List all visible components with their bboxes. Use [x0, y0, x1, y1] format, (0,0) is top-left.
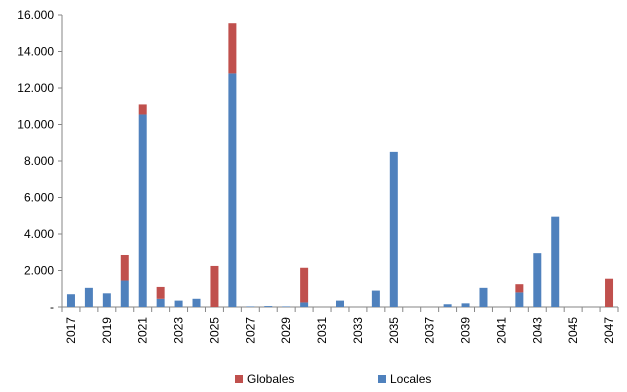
bar-globales-2047 — [605, 278, 614, 307]
bar-globales-2025 — [210, 265, 219, 307]
y-tick-label: 14.000 — [17, 45, 54, 59]
axes — [58, 14, 619, 312]
bar-locales-2032 — [336, 300, 344, 307]
legend-item-locales: Locales — [378, 372, 431, 386]
x-tick-label: 2039 — [459, 317, 473, 344]
bar-globales-2020 — [120, 254, 129, 281]
x-tick-label: 2025 — [207, 317, 221, 344]
bar-globales-2022 — [156, 286, 165, 299]
x-tick-label: 2033 — [351, 317, 365, 344]
x-tick-label: 2031 — [315, 317, 329, 344]
bar-locales-2042 — [515, 292, 524, 307]
bar-locales-2035 — [389, 151, 398, 307]
bar-locales-2044 — [551, 216, 560, 307]
bar-locales-2038 — [443, 304, 452, 307]
y-tick-label: 4.000 — [24, 227, 54, 241]
bar-globales-2042 — [515, 284, 524, 293]
x-tick-label: 2017 — [64, 317, 78, 344]
bar-globales-2026 — [228, 23, 237, 74]
x-tick-label: 2045 — [566, 317, 580, 344]
legend: Globales Locales — [0, 370, 627, 388]
x-tick-label: 2023 — [172, 317, 186, 344]
bar-locales-2024 — [192, 298, 201, 307]
y-tick-label: 10.000 — [17, 118, 54, 132]
x-tick-label: 2041 — [494, 317, 508, 344]
x-tick-label: 2037 — [423, 317, 437, 344]
bar-locales-2023 — [174, 300, 183, 307]
legend-swatch-locales — [378, 375, 386, 383]
x-tick-label: 2019 — [100, 317, 114, 344]
bar-locales-2019 — [102, 293, 111, 307]
bar-globales-2021 — [138, 104, 147, 115]
legend-label-locales: Locales — [390, 372, 432, 386]
bar-locales-2020 — [120, 280, 129, 307]
bar-locales-2027 — [246, 306, 255, 307]
bar-locales-2029 — [282, 306, 291, 307]
x-tick-label: 2035 — [387, 317, 401, 344]
y-tick-label: 2.000 — [24, 264, 54, 278]
bar-locales-2040 — [479, 287, 488, 307]
bar-locales-2021 — [138, 114, 147, 308]
bar-locales-2043 — [533, 253, 542, 307]
x-tick-label: 2047 — [602, 317, 616, 344]
bar-locales-2017 — [66, 294, 75, 307]
y-tick-label: 8.000 — [24, 154, 54, 168]
y-tick-label: - — [50, 300, 54, 314]
bar-locales-2022 — [156, 298, 165, 307]
bar-locales-2026 — [228, 73, 237, 308]
bars — [66, 23, 614, 308]
y-tick-label: 6.000 — [24, 191, 54, 205]
x-tick-label: 2021 — [136, 317, 150, 344]
bar-locales-2028 — [264, 306, 273, 307]
legend-item-globales: Globales — [235, 372, 294, 386]
bar-locales-2018 — [84, 287, 93, 307]
legend-label-globales: Globales — [247, 372, 295, 386]
bar-locales-2039 — [461, 303, 470, 307]
x-tick-label: 2043 — [530, 317, 544, 344]
x-tick-label: 2029 — [279, 317, 293, 344]
tick-labels: - 2.000 4.000 6.000 8.000 10.000 12.000 14.000 1… — [17, 8, 616, 344]
bar-locales-2030 — [300, 302, 309, 307]
y-tick-label: 16.000 — [17, 8, 54, 22]
bar-globales-2030 — [300, 267, 309, 303]
y-tick-label: 12.000 — [17, 81, 54, 95]
stacked-bar-chart: - 2.000 4.000 6.000 8.000 10.000 12.000 14.000 1… — [17, 8, 619, 344]
bar-locales-2034 — [371, 290, 380, 307]
legend-swatch-globales — [235, 375, 243, 383]
x-tick-label: 2027 — [243, 317, 257, 344]
